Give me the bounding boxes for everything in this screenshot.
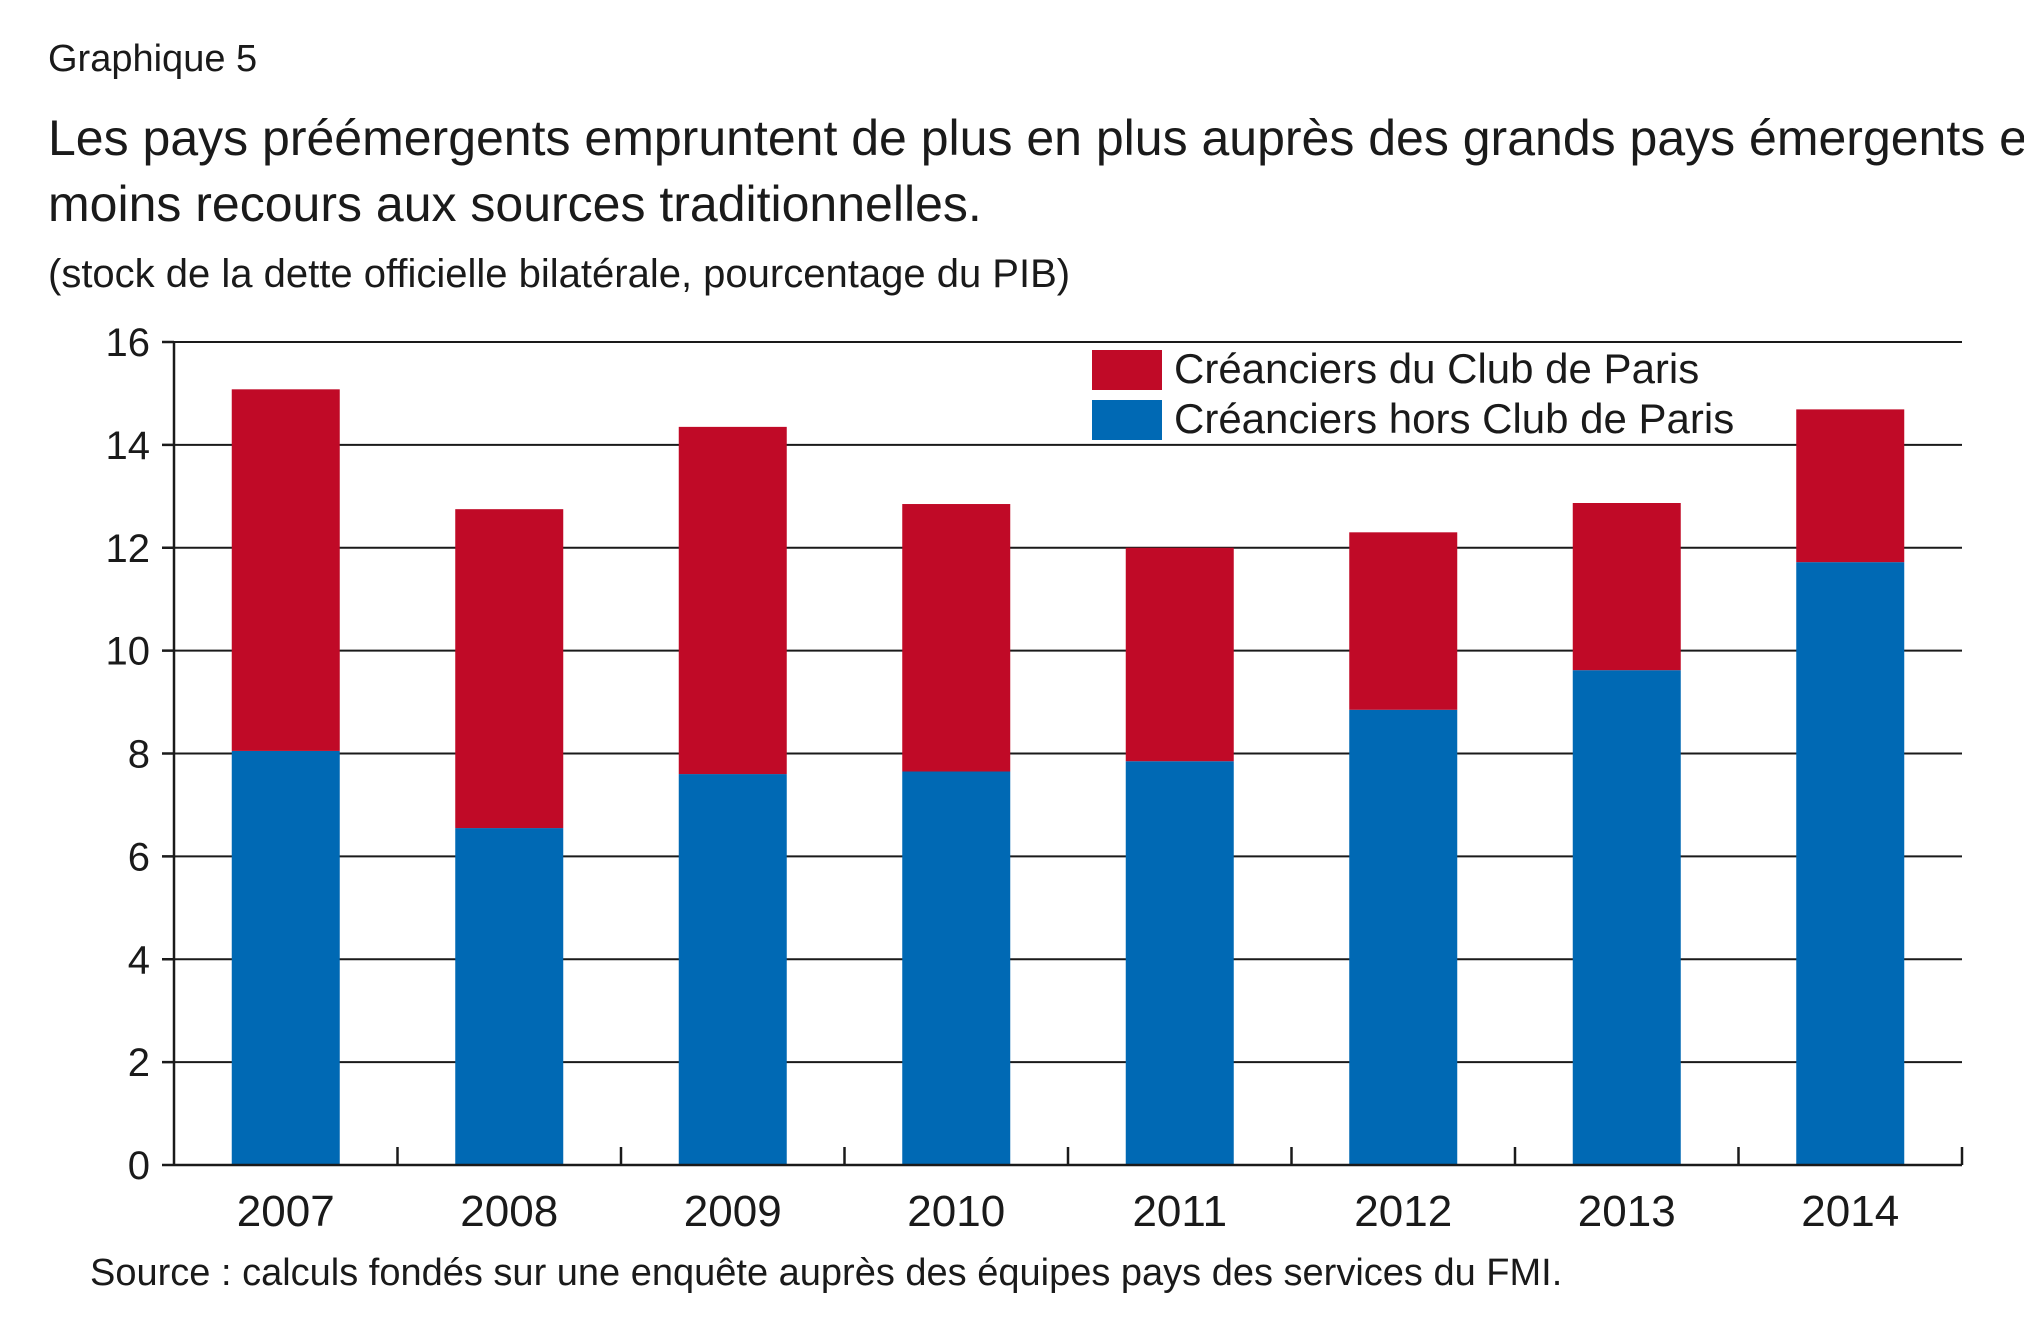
legend-swatch-club (1092, 350, 1162, 390)
chart-subtitle: (stock de la dette officielle bilatérale… (48, 252, 1071, 296)
y-tick-label-8: 8 (128, 733, 150, 777)
source-note: Source : calculs fondés sur une enquête … (90, 1252, 1563, 1294)
bar-club-2011 (1125, 547, 1234, 762)
y-tick-label-16: 16 (106, 321, 151, 365)
bar-hors-club-2010 (902, 771, 1011, 1165)
bar-club-2008 (455, 509, 564, 829)
x-tick-label-2010: 2010 (907, 1187, 1005, 1236)
bar-club-2013 (1572, 502, 1681, 671)
bar-club-2010 (902, 504, 1011, 772)
x-tick-label-2012: 2012 (1354, 1187, 1452, 1236)
bar-hors-club-2008 (455, 828, 564, 1165)
bar-hors-club-2014 (1796, 562, 1905, 1165)
y-tick-label-0: 0 (128, 1144, 150, 1188)
x-tick-label-2013: 2013 (1578, 1187, 1676, 1236)
axes (162, 340, 1964, 1167)
x-tick-label-2007: 2007 (237, 1187, 335, 1236)
y-tick-label-12: 12 (106, 527, 151, 571)
gridlines (174, 341, 1962, 1064)
bar-club-2009 (678, 426, 787, 775)
y-tick-label-6: 6 (128, 835, 150, 879)
x-tick-label-2014: 2014 (1801, 1187, 1899, 1236)
bar-hors-club-2013 (1572, 670, 1681, 1165)
x-tick-label-2009: 2009 (684, 1187, 782, 1236)
y-tick-labels: 0 2 4 6 8 10 12 14 16 (106, 321, 151, 1188)
bar-hors-club-2007 (231, 750, 340, 1165)
legend-label-club: Créanciers du Club de Paris (1174, 345, 1699, 392)
bar-club-2014 (1796, 409, 1905, 563)
bar-hors-club-2011 (1125, 761, 1234, 1165)
figure-label: Graphique 5 (48, 38, 258, 80)
legend-label-hors-club: Créanciers hors Club de Paris (1174, 395, 1734, 442)
bar-hors-club-2009 (678, 774, 787, 1165)
bars (231, 389, 1905, 1165)
x-tick-label-2008: 2008 (460, 1187, 558, 1236)
legend-swatch-hors-club (1092, 400, 1162, 440)
y-tick-label-2: 2 (128, 1041, 150, 1085)
x-tick-label-2011: 2011 (1132, 1187, 1227, 1236)
chart-title-line-2: moins recours aux sources traditionnelle… (48, 176, 982, 232)
y-tick-label-4: 4 (128, 938, 150, 982)
y-tick-label-10: 10 (106, 630, 151, 674)
y-tick-label-14: 14 (106, 424, 151, 468)
bar-club-2012 (1349, 532, 1458, 710)
bar-hors-club-2012 (1349, 709, 1458, 1165)
bar-club-2007 (231, 389, 340, 751)
x-tick-labels: 2007 2008 2009 2010 2011 2012 2013 2014 (237, 1187, 1899, 1236)
chart-title-line-1: Les pays préémergents empruntent de plus… (48, 110, 2024, 166)
